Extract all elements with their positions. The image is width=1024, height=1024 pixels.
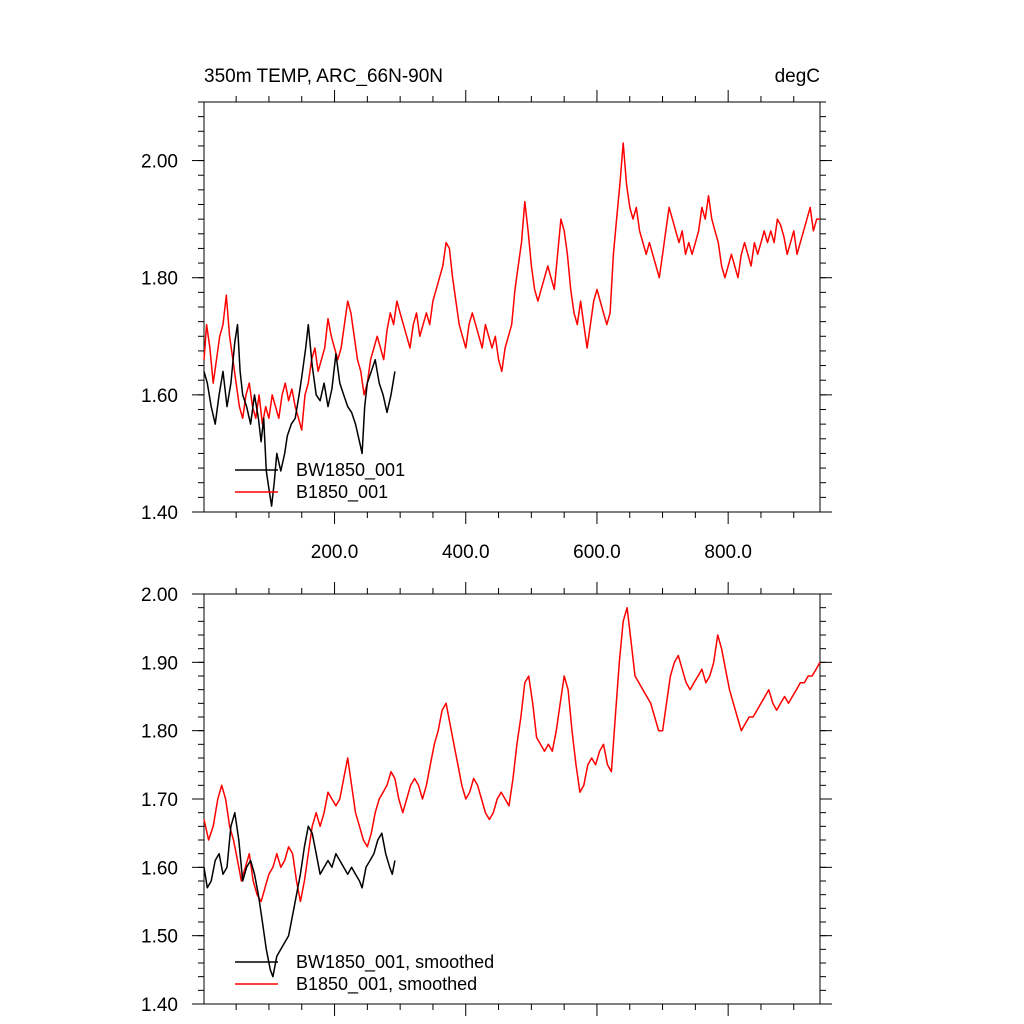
series-line-bw1850 xyxy=(203,323,396,507)
series-line-b1850 xyxy=(203,142,820,431)
legend-label: B1850_001 xyxy=(296,482,388,503)
y-tick-label: 1.60 xyxy=(141,386,178,407)
x-tick-label: 600.0 xyxy=(573,542,621,563)
series-line-bw1850 xyxy=(203,811,396,978)
y-tick-label: 1.80 xyxy=(141,269,178,290)
y-tick-label: 1.40 xyxy=(141,503,178,524)
chart-units: degC xyxy=(775,66,820,87)
x-tick-label: 200.0 xyxy=(311,542,359,563)
y-tick-label: 1.90 xyxy=(141,653,178,674)
bottom-panel: 1.40 1.50 1.60 1.70 1.80 1.90 2.00 BW1850_001, … xyxy=(141,582,832,1016)
legend-label: B1850_001, smoothed xyxy=(296,974,477,995)
legend-label: BW1850_001, smoothed xyxy=(296,952,494,973)
top-panel: 200.0 400.0 600.0 800.0 1.40 1.60 1.80 2.00 BW18… xyxy=(141,90,832,563)
y-tick-label: 1.70 xyxy=(141,790,178,811)
x-tick-label: 800.0 xyxy=(704,542,752,563)
y-tick-label: 2.00 xyxy=(141,152,178,173)
y-tick-label: 1.40 xyxy=(141,995,178,1016)
y-tick-label: 1.50 xyxy=(141,927,178,948)
y-tick-label: 1.80 xyxy=(141,722,178,743)
y-tick-label: 1.60 xyxy=(141,858,178,879)
legend-label: BW1850_001 xyxy=(296,460,405,481)
x-tick-label: 400.0 xyxy=(442,542,490,563)
chart-title: 350m TEMP, ARC_66N-90N xyxy=(204,66,443,87)
y-tick-label: 2.00 xyxy=(141,585,178,606)
series-line-b1850 xyxy=(203,606,821,903)
plot-frame xyxy=(203,101,821,513)
plot-frame xyxy=(203,593,821,1005)
